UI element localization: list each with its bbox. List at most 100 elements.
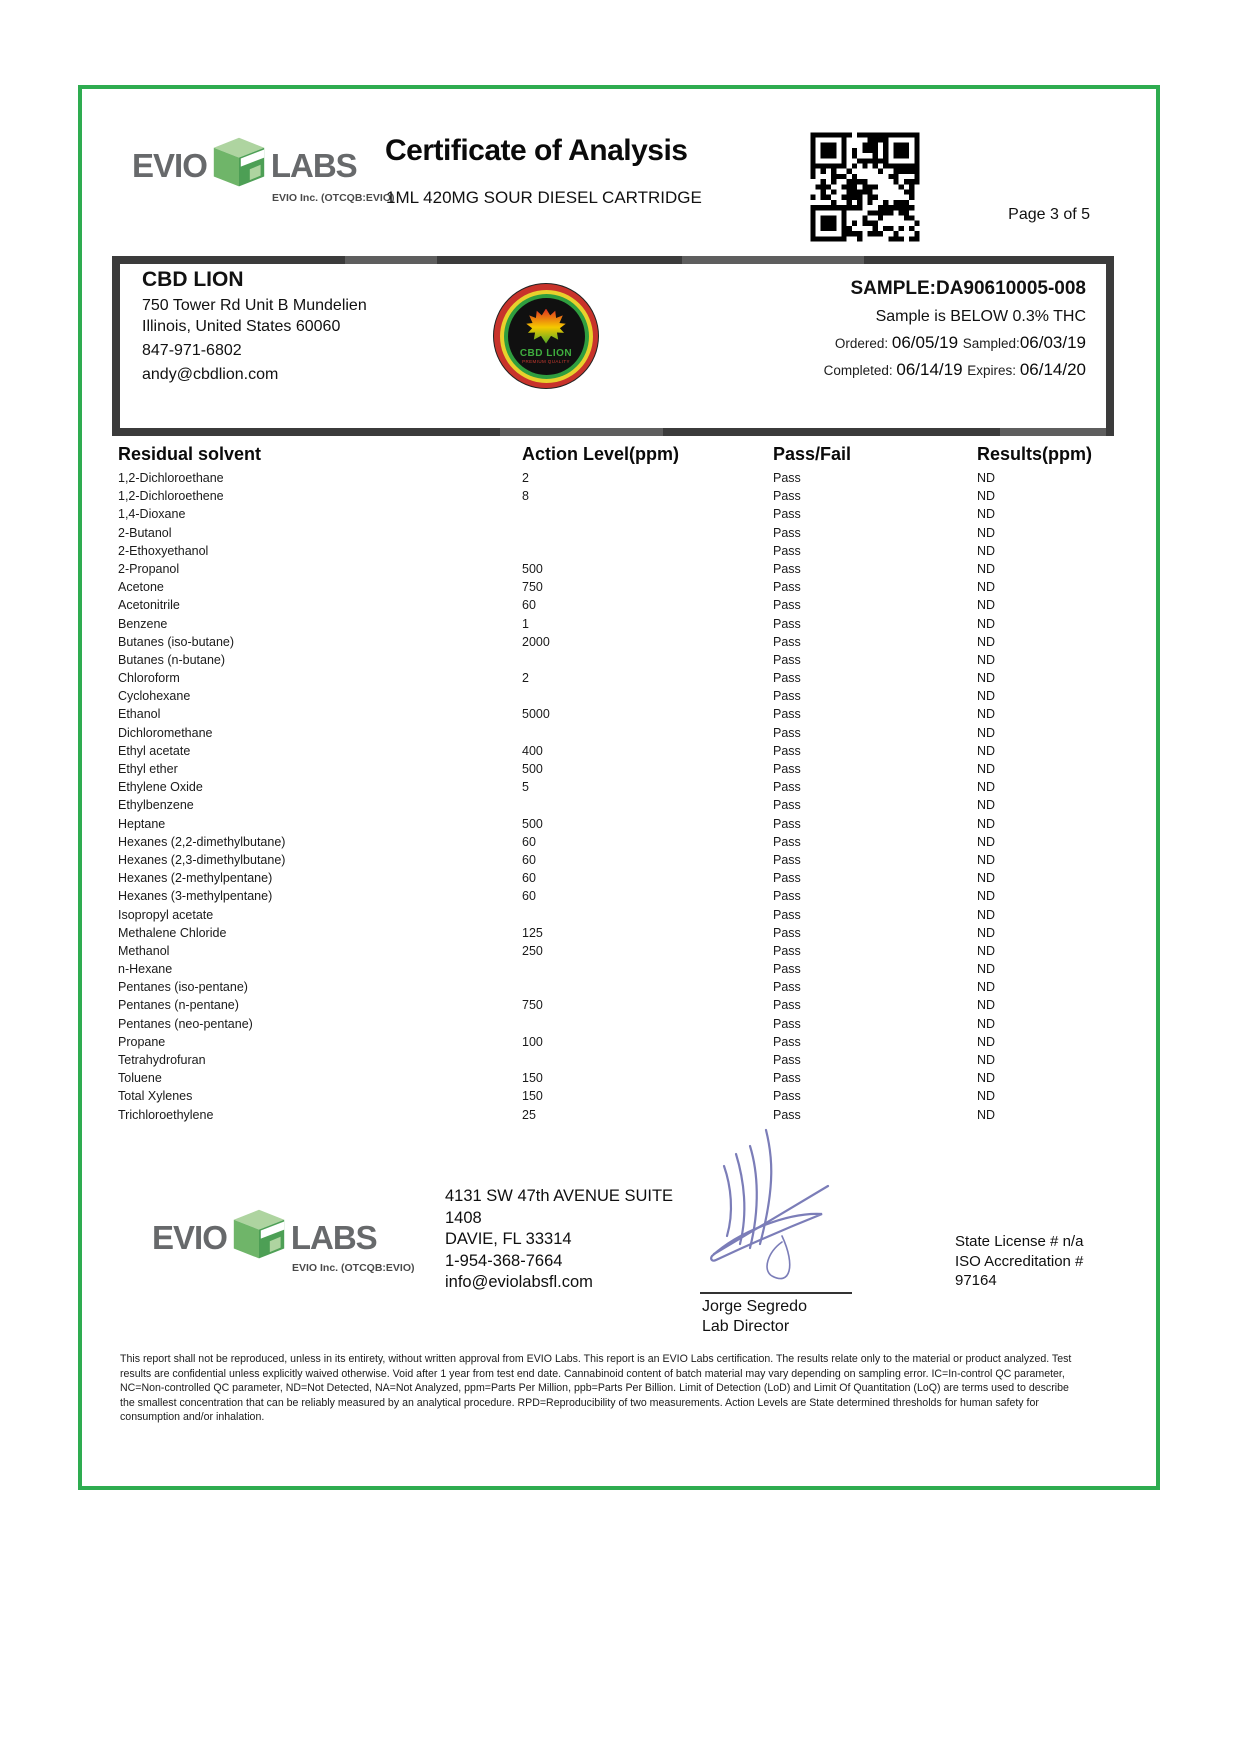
badge-ring-yellow: CBD LION PREMIUM QUALITY [499,289,593,383]
cell-solvent: Hexanes (2-methylpentane) [118,871,273,886]
cell-result: ND [977,889,996,904]
cell-solvent: Chloroform [118,671,180,686]
cell-result: ND [977,1053,996,1067]
table-row: Pentanes (n-pentane) 750 Pass ND [0,996,1160,1014]
cell-pass-fail: Pass [773,689,801,704]
cell-action-level [522,542,773,560]
table-row: Heptane 500 Pass ND [0,815,1160,833]
cell-solvent: Pentanes (n-pentane) [118,998,239,1013]
cell-action-level [522,906,773,924]
cell-pass-fail: Pass [773,1107,801,1122]
completed-date: 06/14/19 [896,360,968,379]
table-row: Propane 100 Pass ND [0,1033,1160,1051]
cell-solvent: Methanol [118,943,170,958]
cell-pass-fail: Pass [773,925,801,940]
cell-action-level: 2 [522,471,529,485]
cell-action-level [522,978,773,996]
table-row: 1,4-Dioxane Pass ND [0,505,1160,523]
cell-action-level: 250 [522,943,543,958]
cell-solvent: n-Hexane [118,962,173,977]
border-segment [1000,428,1106,436]
table-row: Tetrahydrofuran Pass ND [0,1051,1160,1069]
cell-result: ND [977,580,996,595]
cell-result: ND [977,907,996,922]
cell-solvent: 2-Butanol [118,525,172,540]
client-email: andy@cbdlion.com [142,366,279,383]
lab-address-line: DAVIE, FL 33314 [445,1230,572,1248]
sample-info-box: CBD LION 750 Tower Rd Unit B Mundelien I… [112,256,1114,436]
cell-result: ND [977,652,996,667]
cell-result: ND [977,943,996,958]
brand-word-evio: EVIO [132,146,208,184]
badge-brand-text: CBD LION [519,347,573,359]
cell-action-level: 400 [522,743,543,758]
cell-action-level [522,687,773,705]
sample-block: SAMPLE:DA90610005-008 Sample is BELOW 0.… [824,278,1086,380]
table-row: Butanes (n-butane) Pass ND [0,651,1160,669]
cell-action-level: 2 [522,671,529,686]
cell-result: ND [977,962,996,977]
sample-date-line1: Ordered: 06/05/19 Sampled:06/03/19 [824,333,1086,353]
cell-result: ND [977,471,996,485]
cell-result: ND [977,634,996,649]
cell-pass-fail: Pass [773,489,801,504]
cell-pass-fail: Pass [773,725,801,740]
table-row: 2-Butanol Pass ND [0,524,1160,542]
cell-result: ND [977,743,996,758]
cell-pass-fail: Pass [773,962,801,977]
sampled-date: 06/03/19 [1019,333,1086,352]
table-row: Hexanes (2,3-dimethylbutane) 60 Pass ND [0,851,1160,869]
evio-cube-icon [230,1208,288,1267]
cell-result: ND [977,561,996,576]
cell-pass-fail: Pass [773,943,801,958]
signature-scribble [710,1128,830,1280]
table-row: Methanol 250 Pass ND [0,942,1160,960]
cell-pass-fail: Pass [773,1071,801,1086]
document-title: Certificate of Analysis [385,134,688,167]
expires-date: 06/14/20 [1019,360,1086,379]
client-address-line2: Illinois, United States 60060 [142,318,341,335]
iso-accreditation-number: 97164 [955,1272,997,1289]
cell-action-level [522,1015,773,1033]
cell-action-level [522,724,773,742]
cell-action-level [522,505,773,523]
sampled-label: Sampled: [962,336,1020,351]
cell-solvent: Hexanes (2,2-dimethylbutane) [118,834,286,849]
cell-result: ND [977,525,996,540]
iso-accreditation-label: ISO Accreditation # [955,1252,1084,1270]
table-row: Pentanes (iso-pentane) Pass ND [0,978,1160,996]
cell-solvent: Ethanol [118,707,161,722]
table-row: Butanes (iso-butane) 2000 Pass ND [0,633,1160,651]
cell-action-level: 5 [522,780,529,795]
cell-pass-fail: Pass [773,780,801,795]
lab-email: info@eviolabsfl.com [445,1273,593,1291]
cell-action-level [522,1051,773,1069]
badge-core: CBD LION PREMIUM QUALITY [507,297,585,375]
client-phone: 847-971-6802 [142,342,242,359]
cell-solvent: Isopropyl acetate [118,907,214,922]
brand-tagline-footer: EVIO Inc. (OTCQB:EVIO) [292,1262,415,1274]
cell-result: ND [977,816,996,831]
table-row: Ethylene Oxide 5 Pass ND [0,778,1160,796]
cell-solvent: Acetonitrile [118,598,180,613]
cell-solvent: 1,2-Dichloroethane [118,471,224,485]
col-header-action-level: Action Level(ppm) [522,444,680,464]
brand-word-labs: LABS [270,146,358,184]
col-header-results: Results(ppm) [977,444,1093,464]
cell-solvent: Tetrahydrofuran [118,1053,206,1067]
cell-action-level: 1 [522,616,529,631]
cell-solvent: 1,2-Dichloroethene [118,489,224,504]
brand-word-labs: LABS [290,1218,378,1256]
cell-pass-fail: Pass [773,598,801,613]
cell-pass-fail: Pass [773,616,801,631]
border-segment [345,256,437,264]
cell-solvent: Heptane [118,816,166,831]
cell-pass-fail: Pass [773,634,801,649]
evio-labs-logo-footer: EVIO LABS [152,1208,378,1267]
cell-pass-fail: Pass [773,1053,801,1067]
cell-result: ND [977,489,996,504]
table-row: Ethylbenzene Pass ND [0,796,1160,814]
cell-action-level: 150 [522,1089,543,1104]
lab-address-line: 4131 SW 47th AVENUE SUITE [445,1187,674,1205]
